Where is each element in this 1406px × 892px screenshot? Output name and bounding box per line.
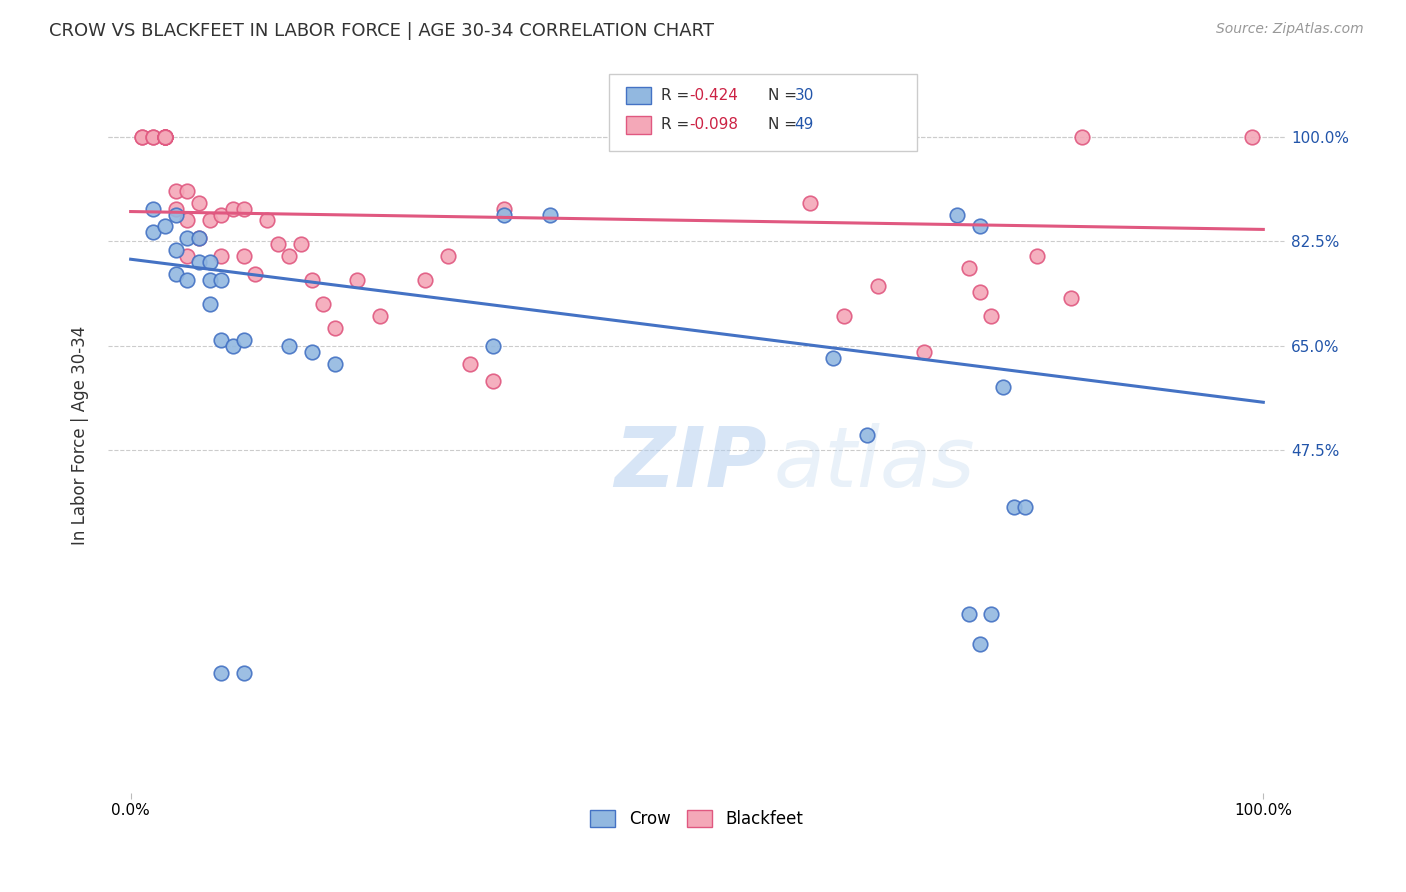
Point bbox=[153, 219, 176, 234]
Text: Source: ZipAtlas.com: Source: ZipAtlas.com bbox=[1216, 22, 1364, 37]
Point bbox=[176, 249, 198, 263]
Point bbox=[165, 244, 187, 258]
Point bbox=[969, 285, 991, 299]
Point bbox=[187, 231, 209, 245]
Point bbox=[187, 195, 209, 210]
Point bbox=[912, 344, 935, 359]
Point bbox=[538, 207, 561, 221]
Text: R =: R = bbox=[661, 88, 695, 103]
Point bbox=[209, 207, 232, 221]
Point bbox=[198, 213, 221, 227]
Point bbox=[153, 130, 176, 145]
Text: atlas: atlas bbox=[773, 423, 976, 504]
Point bbox=[278, 338, 301, 352]
Point bbox=[142, 202, 165, 216]
Text: ZIP: ZIP bbox=[614, 423, 768, 504]
Point bbox=[368, 309, 391, 323]
Point bbox=[1025, 249, 1047, 263]
Point bbox=[1240, 130, 1263, 145]
Point bbox=[256, 213, 278, 227]
Point bbox=[187, 231, 209, 245]
Point bbox=[957, 261, 980, 276]
Point bbox=[946, 207, 969, 221]
Text: N =: N = bbox=[768, 88, 801, 103]
Point bbox=[198, 297, 221, 311]
Text: 30: 30 bbox=[794, 88, 814, 103]
Point bbox=[290, 237, 312, 252]
Point bbox=[165, 184, 187, 198]
Point bbox=[323, 320, 346, 334]
Point bbox=[821, 351, 844, 365]
Point bbox=[198, 255, 221, 269]
Point bbox=[267, 237, 290, 252]
Point bbox=[131, 130, 153, 145]
Point bbox=[482, 338, 505, 352]
Point bbox=[413, 273, 436, 287]
Point bbox=[209, 249, 232, 263]
Point bbox=[232, 202, 254, 216]
Point bbox=[991, 380, 1014, 394]
Point bbox=[1071, 130, 1094, 145]
Point bbox=[176, 184, 198, 198]
Point bbox=[176, 273, 198, 287]
Point bbox=[176, 231, 198, 245]
Point bbox=[494, 202, 516, 216]
Point bbox=[131, 130, 153, 145]
Point bbox=[312, 297, 335, 311]
Point bbox=[198, 273, 221, 287]
Point bbox=[856, 428, 879, 442]
Point bbox=[346, 273, 368, 287]
Point bbox=[187, 255, 209, 269]
Point bbox=[153, 130, 176, 145]
Point bbox=[494, 207, 516, 221]
Point bbox=[232, 666, 254, 681]
Legend: Crow, Blackfeet: Crow, Blackfeet bbox=[583, 803, 810, 834]
Point bbox=[209, 666, 232, 681]
Point bbox=[1014, 500, 1036, 514]
Point bbox=[1060, 291, 1083, 305]
Point bbox=[142, 130, 165, 145]
Text: 49: 49 bbox=[794, 118, 814, 132]
Point bbox=[460, 357, 482, 371]
Point bbox=[832, 309, 855, 323]
Point bbox=[165, 207, 187, 221]
Point bbox=[176, 213, 198, 227]
Point bbox=[799, 195, 821, 210]
Point bbox=[969, 219, 991, 234]
Text: -0.098: -0.098 bbox=[689, 118, 738, 132]
Text: CROW VS BLACKFEET IN LABOR FORCE | AGE 30-34 CORRELATION CHART: CROW VS BLACKFEET IN LABOR FORCE | AGE 3… bbox=[49, 22, 714, 40]
Text: -0.424: -0.424 bbox=[689, 88, 738, 103]
Text: N =: N = bbox=[768, 118, 801, 132]
Point bbox=[153, 130, 176, 145]
Text: R =: R = bbox=[661, 118, 695, 132]
Point bbox=[482, 375, 505, 389]
Point bbox=[868, 279, 890, 293]
Point bbox=[165, 202, 187, 216]
Point bbox=[969, 637, 991, 651]
Point bbox=[301, 273, 323, 287]
Point bbox=[278, 249, 301, 263]
Point bbox=[209, 333, 232, 347]
Point bbox=[232, 249, 254, 263]
Point bbox=[165, 267, 187, 281]
Point bbox=[980, 607, 1002, 621]
Point bbox=[245, 267, 267, 281]
Point bbox=[323, 357, 346, 371]
Point bbox=[221, 202, 243, 216]
Point bbox=[153, 130, 176, 145]
Point bbox=[209, 273, 232, 287]
Point bbox=[232, 333, 254, 347]
Y-axis label: In Labor Force | Age 30-34: In Labor Force | Age 30-34 bbox=[72, 326, 89, 545]
Point bbox=[153, 130, 176, 145]
Point bbox=[957, 607, 980, 621]
Point bbox=[980, 309, 1002, 323]
Point bbox=[1002, 500, 1025, 514]
Point bbox=[436, 249, 458, 263]
Point bbox=[301, 344, 323, 359]
Point bbox=[221, 338, 243, 352]
Point bbox=[142, 226, 165, 240]
Point bbox=[142, 130, 165, 145]
Point bbox=[153, 130, 176, 145]
